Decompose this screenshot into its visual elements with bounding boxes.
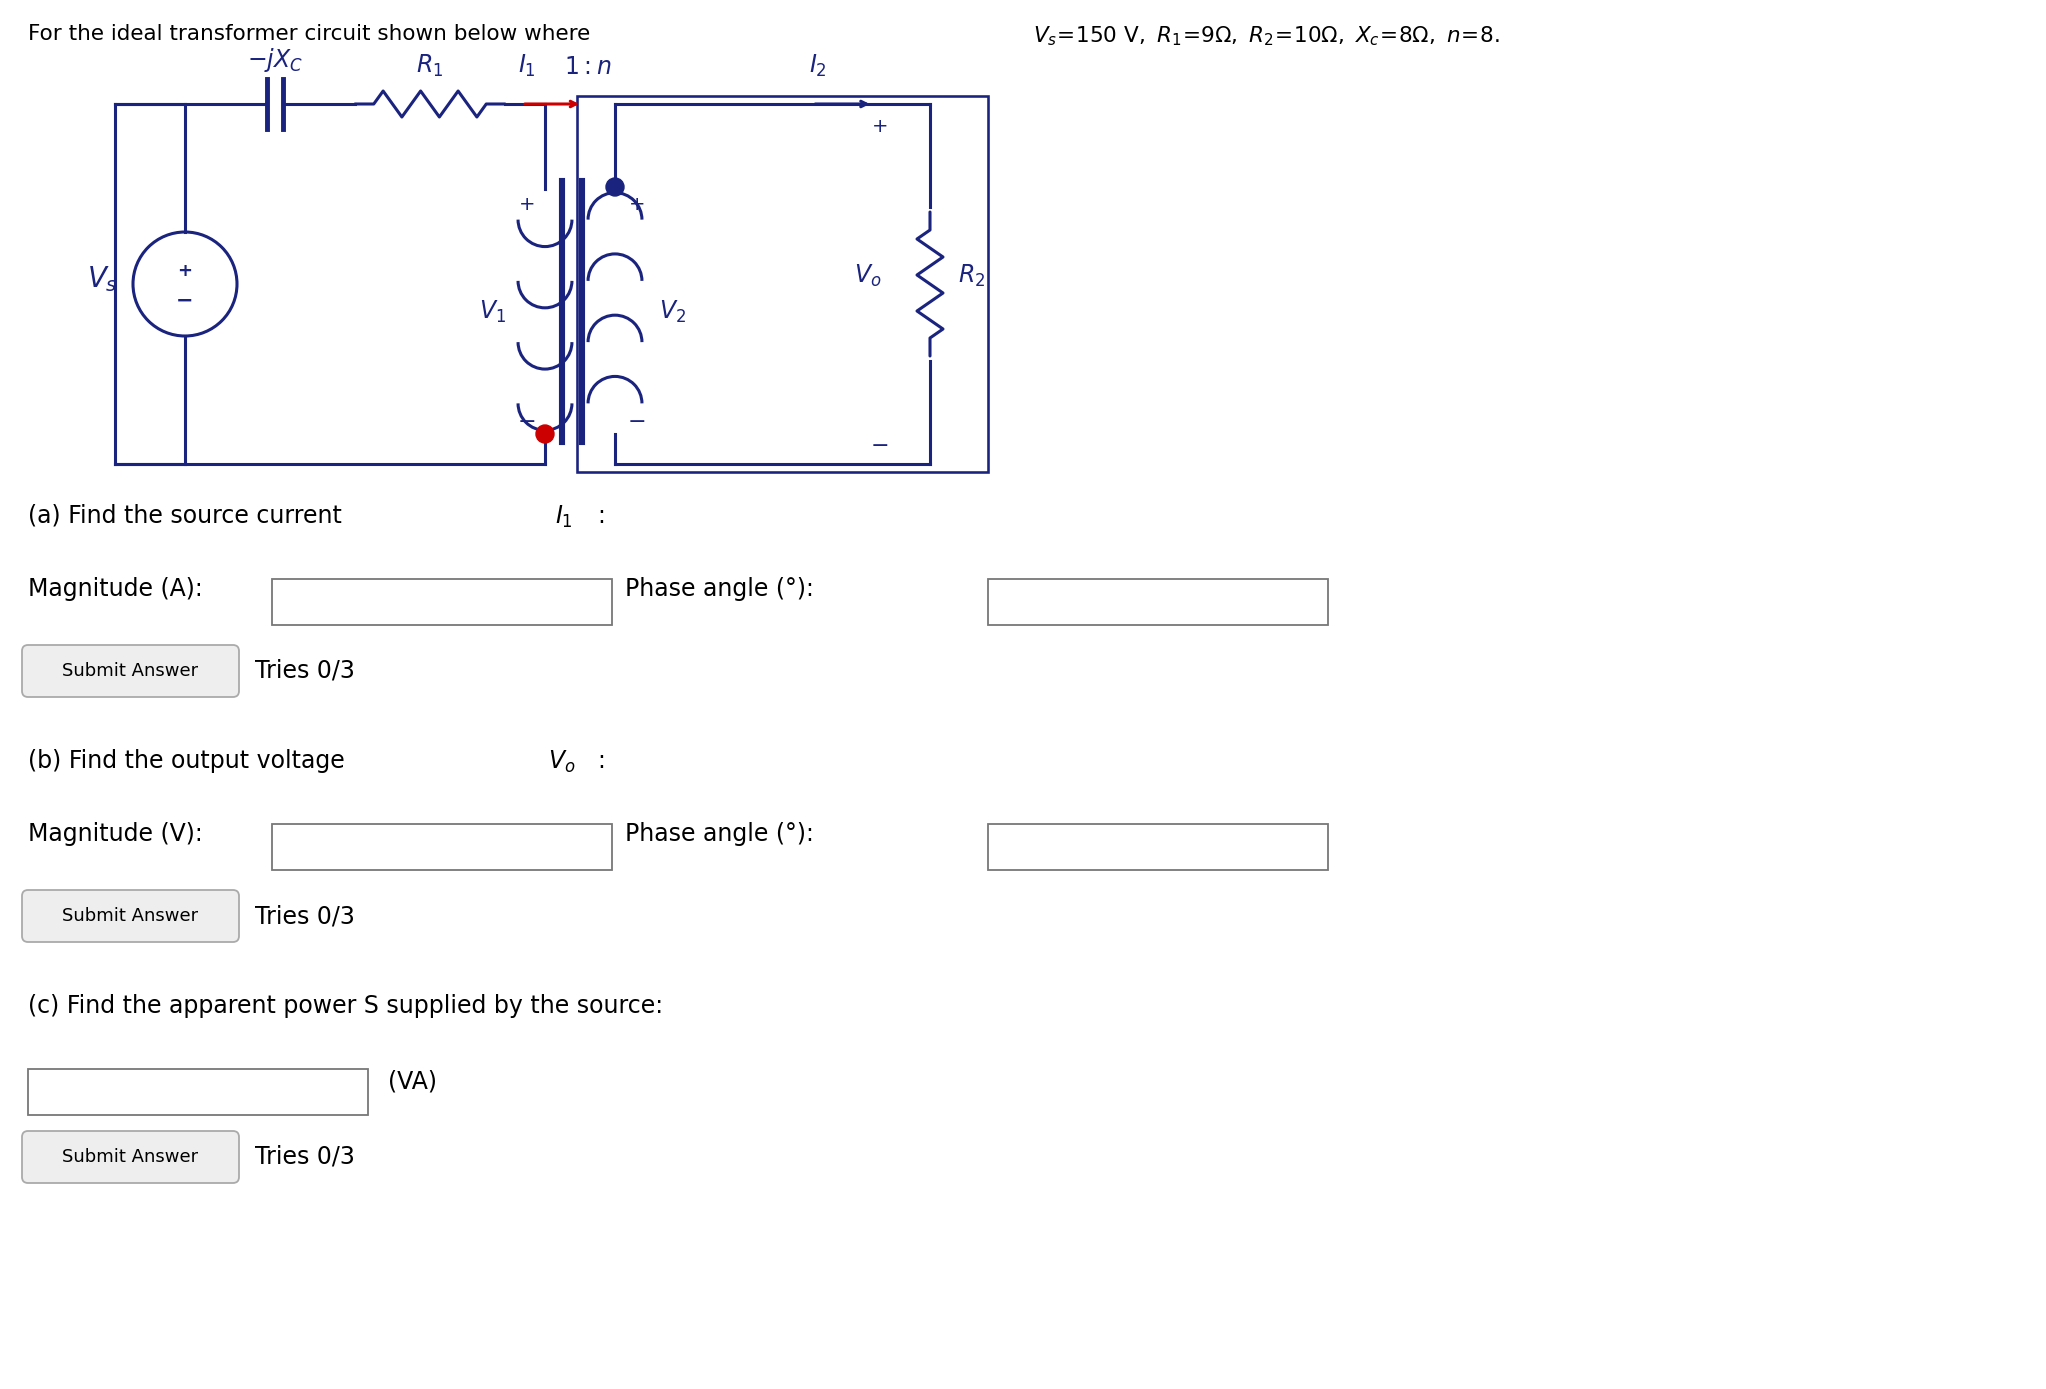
Text: Submit Answer: Submit Answer [63, 1147, 198, 1165]
Text: $I_1$: $I_1$ [554, 504, 573, 531]
Text: For the ideal transformer circuit shown below where: For the ideal transformer circuit shown … [29, 24, 597, 44]
Circle shape [606, 178, 624, 196]
Text: −: − [176, 292, 194, 311]
Text: $I_2$: $I_2$ [808, 53, 827, 79]
FancyBboxPatch shape [23, 1131, 239, 1183]
FancyBboxPatch shape [988, 824, 1328, 870]
Text: :: : [597, 749, 606, 774]
Text: :: : [597, 504, 606, 528]
Text: +: + [628, 194, 644, 214]
FancyBboxPatch shape [988, 579, 1328, 625]
Text: (VA): (VA) [389, 1070, 438, 1093]
Text: $V_2$: $V_2$ [659, 299, 687, 325]
FancyBboxPatch shape [29, 1070, 368, 1115]
FancyBboxPatch shape [23, 890, 239, 942]
Text: Tries 0/3: Tries 0/3 [256, 658, 354, 683]
Text: $1:n$: $1:n$ [565, 56, 612, 79]
Text: Magnitude (V):: Magnitude (V): [29, 822, 203, 846]
Text: $V_1$: $V_1$ [479, 299, 507, 325]
Text: (b) Find the output voltage: (b) Find the output voltage [29, 749, 352, 774]
Text: +: + [178, 263, 192, 281]
Text: $I_1$: $I_1$ [518, 53, 536, 79]
Text: −: − [518, 413, 536, 432]
FancyBboxPatch shape [272, 824, 612, 870]
Text: Tries 0/3: Tries 0/3 [256, 1145, 354, 1170]
FancyBboxPatch shape [272, 579, 612, 625]
Text: (c) Find the apparent power S supplied by the source:: (c) Find the apparent power S supplied b… [29, 995, 663, 1018]
Text: $V_o$: $V_o$ [548, 749, 575, 775]
Text: $R_1$: $R_1$ [415, 53, 444, 79]
Text: +: + [520, 194, 536, 214]
Text: Tries 0/3: Tries 0/3 [256, 904, 354, 928]
Text: Submit Answer: Submit Answer [63, 663, 198, 681]
Text: −: − [872, 436, 890, 456]
Bar [577, 96, 988, 472]
Circle shape [536, 425, 554, 443]
Text: −: − [628, 413, 647, 432]
Text: $V_o$: $V_o$ [855, 263, 882, 289]
Text: $V_s$: $V_s$ [88, 264, 119, 294]
Text: $R_2$: $R_2$ [958, 263, 986, 289]
Text: Phase angle (°):: Phase angle (°): [624, 822, 814, 846]
Text: Magnitude (A):: Magnitude (A): [29, 576, 203, 601]
Text: Submit Answer: Submit Answer [63, 907, 198, 925]
Text: $V_s\!=\!150\ \mathrm{V},\ R_1\!=\!9\Omega,\ R_2\!=\!10\Omega,\ X_c\!=\!8\Omega,: $V_s\!=\!150\ \mathrm{V},\ R_1\!=\!9\Ome… [1033, 24, 1500, 47]
Text: (a) Find the source current: (a) Find the source current [29, 504, 350, 528]
Text: +: + [872, 117, 888, 136]
FancyBboxPatch shape [23, 644, 239, 697]
Text: $-jX_C$: $-jX_C$ [248, 46, 303, 74]
Text: Phase angle (°):: Phase angle (°): [624, 576, 814, 601]
